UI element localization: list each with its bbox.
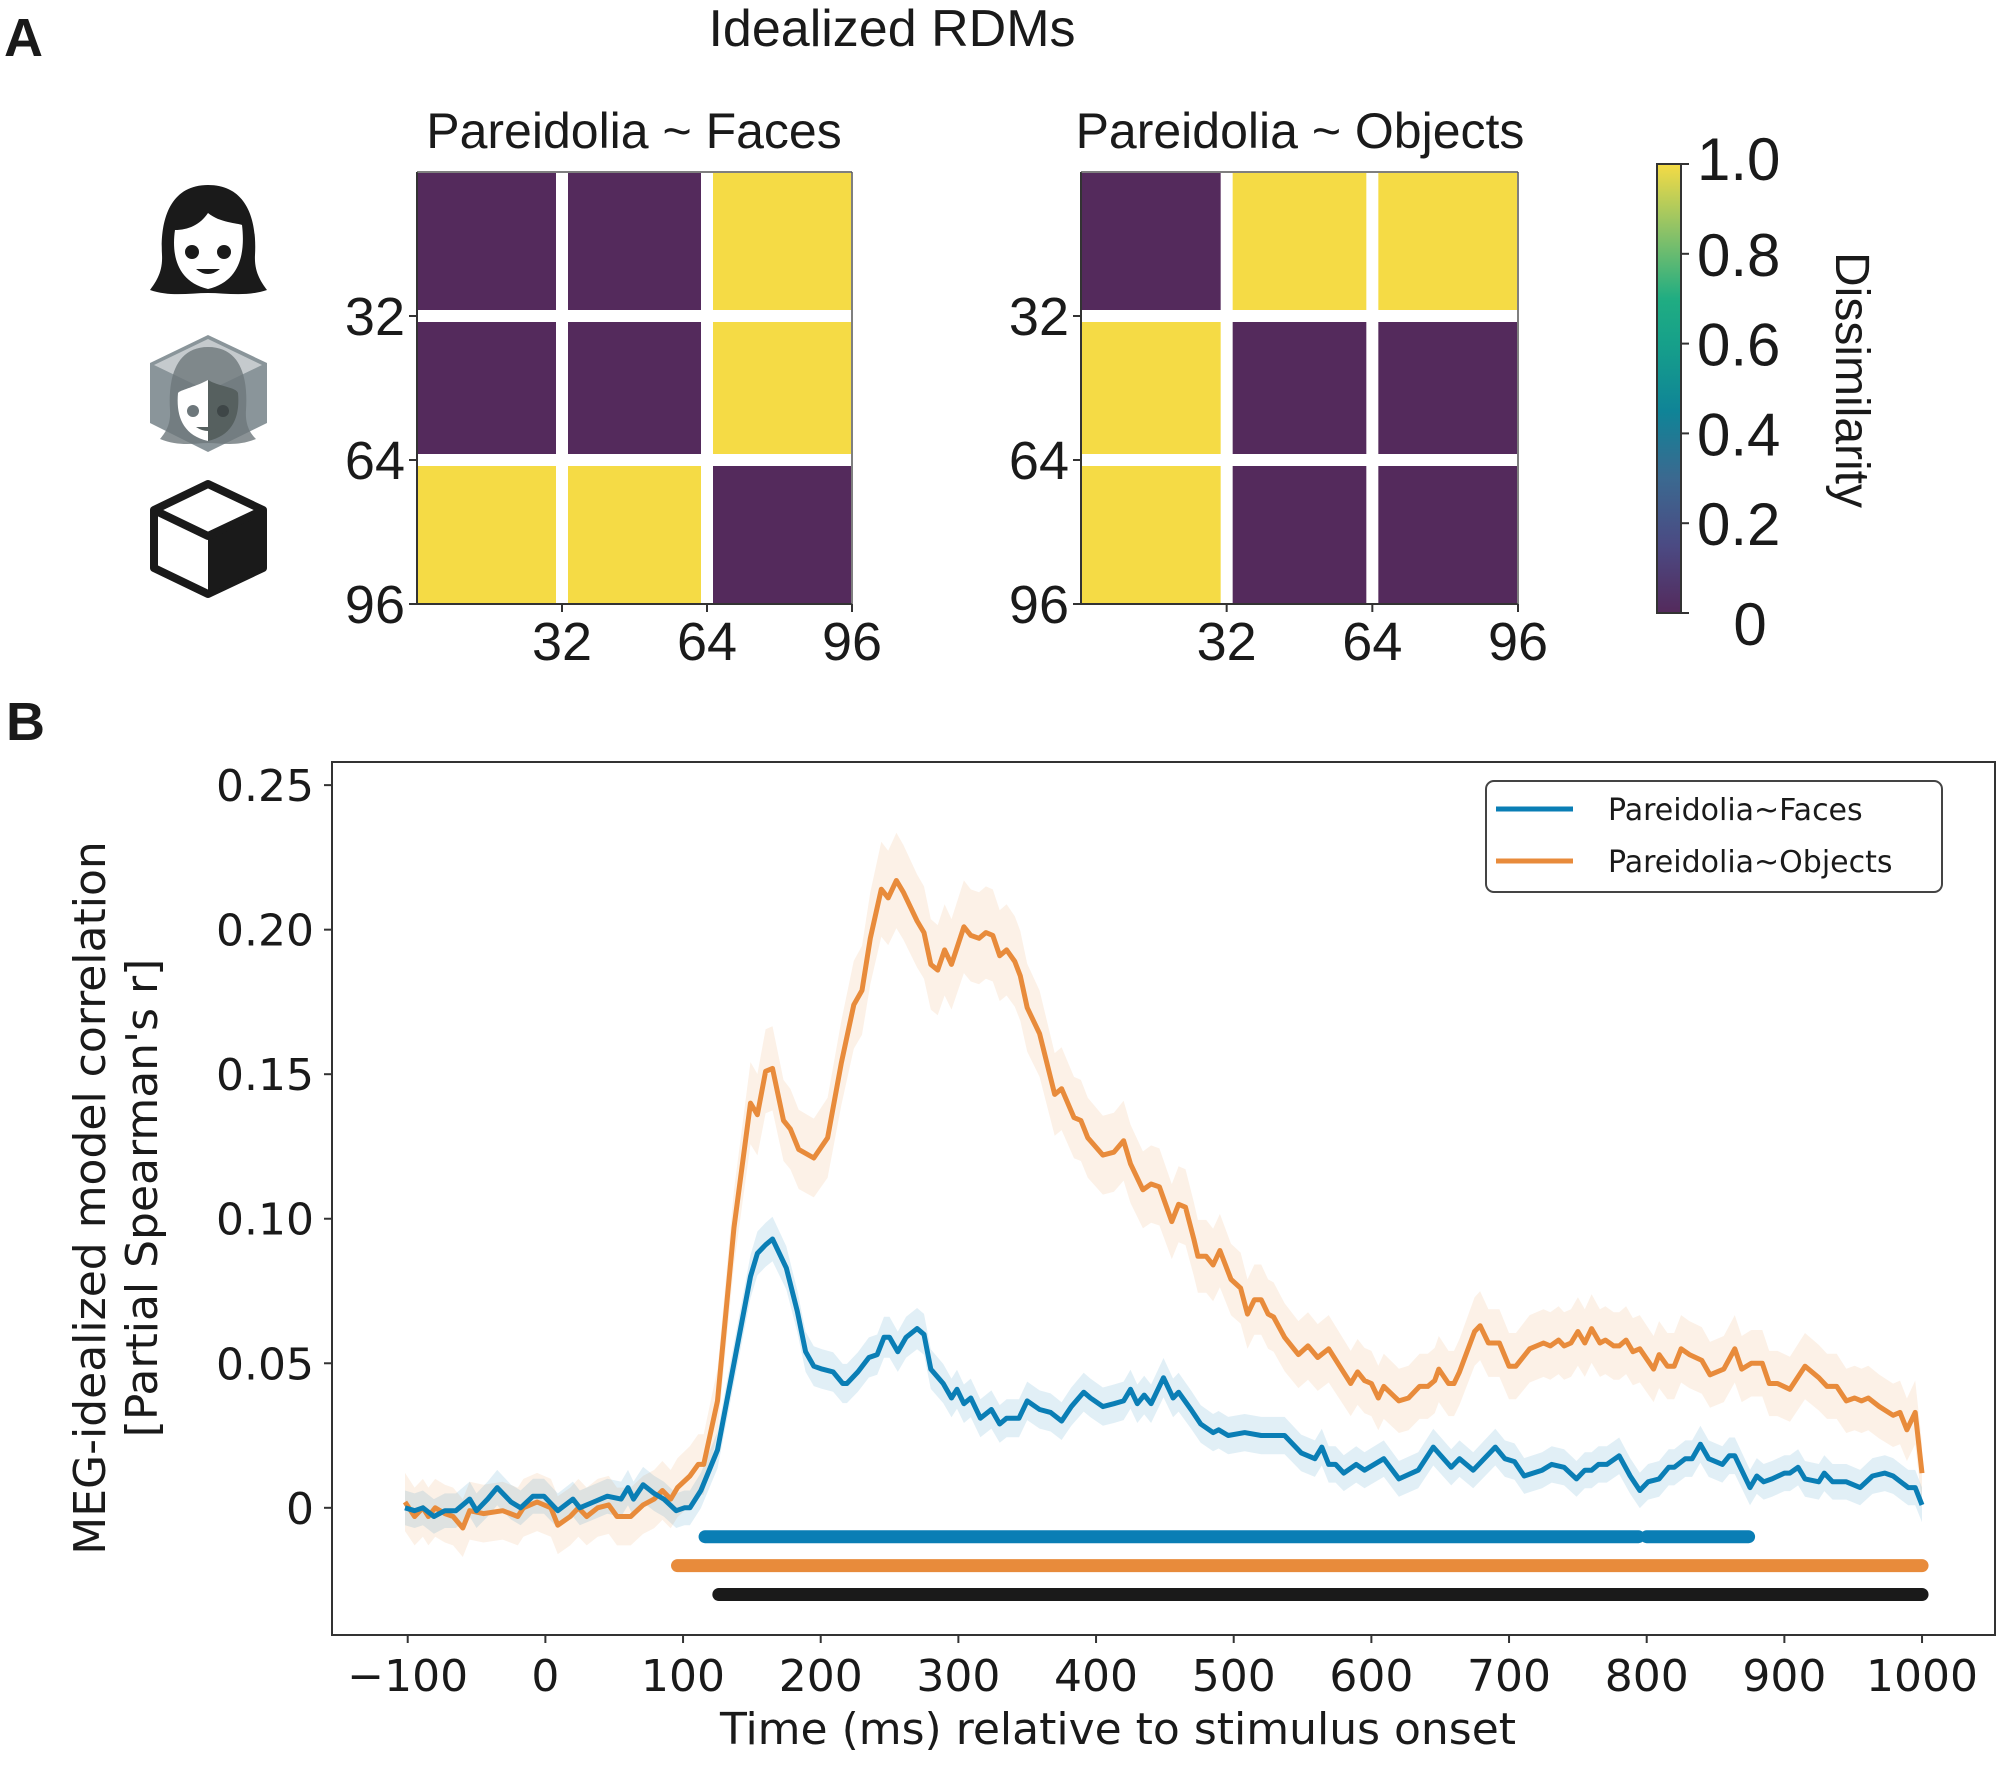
colorbar: 0 0.2 0.4 0.6 0.8 1.0 Dissimilarity [1656,126,1878,658]
rdm-cell [713,466,851,603]
legend-label: Pareidolia~Objects [1608,845,1893,880]
rdm-cell [568,173,701,310]
rdm-cell [713,322,851,454]
rdm-xtick-label: 96 [1488,612,1548,672]
object-icon [150,480,267,598]
rdm-cell [1378,173,1517,310]
x-tick-label: −100 [347,1651,468,1702]
rdm-cell [713,173,851,310]
colorbar-tick-label: 0.6 [1697,312,1780,379]
x-tick-label: 300 [916,1651,1000,1702]
y-axis-label-line2: [Partial Spearman's r] [117,959,168,1438]
x-tick-label: 200 [779,1651,863,1702]
rdm-cell [568,466,701,603]
x-tick-label: 500 [1192,1651,1276,1702]
rdm-cell [1082,173,1221,310]
panel-b-label: B [6,692,45,752]
x-tick-label: 900 [1742,1651,1826,1702]
rdm-xtick-label: 64 [677,612,737,672]
rdm-cell [418,466,556,603]
x-tick-label: 800 [1605,1651,1689,1702]
rdm-cell [1232,173,1367,310]
rdm-ytick-label: 64 [345,431,405,491]
rdm-title: Pareidolia ~ Faces [426,103,842,159]
rdm-xtick-label: 32 [1197,612,1257,672]
y-tick-label: 0.05 [216,1339,314,1390]
rdm-cell [1232,322,1367,454]
rdm-ytick-label: 64 [1009,431,1069,491]
pareidolia-icon [150,335,267,452]
plot-frame [331,761,1996,1636]
y-tick-label: 0 [286,1484,314,1535]
rdm-frame [1081,171,1519,604]
face-icon [150,185,267,295]
y-axis-label: MEG-idealized model correlation [Partial… [65,841,168,1555]
rdm-frame [417,171,853,604]
colorbar-tick-label: 0.4 [1697,401,1780,468]
rdm-ytick-label: 32 [345,287,405,347]
rdm-title: Pareidolia ~ Objects [1076,103,1525,159]
rdm-cell [418,322,556,454]
legend-label: Pareidolia~Faces [1608,793,1863,828]
x-tick-label: 100 [641,1651,725,1702]
colorbar-tick-label: 0.8 [1697,222,1780,289]
rdm-pareidolia-objects: Pareidolia ~ Objects 32 32 64 64 96 96 [1009,103,1548,672]
rdm-xtick-label: 64 [1342,612,1402,672]
y-tick-label: 0.25 [216,761,314,812]
rdm-xtick-label: 32 [532,612,592,672]
rdm-ytick-label: 32 [1009,287,1069,347]
x-axis-label: Time (ms) relative to stimulus onset [719,1704,1516,1755]
colorbar-gradient [1656,163,1682,614]
colorbar-tick-label: 0 [1733,591,1766,658]
rdm-xtick-label: 96 [822,612,882,672]
panel-a-title: Idealized RDMs [708,0,1075,58]
rdm-cell [1378,322,1517,454]
series-line-faces [404,1236,1925,1519]
colorbar-tick-label: 0.2 [1697,491,1780,558]
series-line-objects [402,878,1925,1531]
rdm-pareidolia-faces: Pareidolia ~ Faces 32 32 64 64 96 96 [345,103,882,672]
x-tick-label: 700 [1467,1651,1551,1702]
y-axis-label-line1: MEG-idealized model correlation [65,841,116,1555]
x-tick-label: 600 [1329,1651,1413,1702]
rdm-cell [1082,322,1221,454]
colorbar-label: Dissimilarity [1825,252,1878,508]
y-tick-label: 0.15 [216,1050,314,1101]
colorbar-tick-label: 1.0 [1697,126,1780,193]
rdm-cell [1082,466,1221,603]
rdm-cell [1378,466,1517,603]
y-tick-label: 0.10 [216,1195,314,1246]
panel-a-label: A [4,8,43,68]
rdm-ytick-label: 96 [345,575,405,635]
y-tick-label: 0.20 [216,906,314,957]
legend-box [1485,780,1943,893]
rdm-ytick-label: 96 [1009,575,1069,635]
rdm-cell [418,173,556,310]
line-chart: −100 0 100 200 300 400 500 600 700 800 900 1000 0 0.… [65,761,1996,1755]
rdm-cell [1232,466,1367,603]
rdm-cell [568,322,701,454]
x-tick-label: 400 [1054,1651,1138,1702]
x-tick-label: 1000 [1866,1651,1978,1702]
x-tick-label: 0 [531,1651,559,1702]
legend: Pareidolia~Faces Pareidolia~Objects [1485,780,1943,893]
